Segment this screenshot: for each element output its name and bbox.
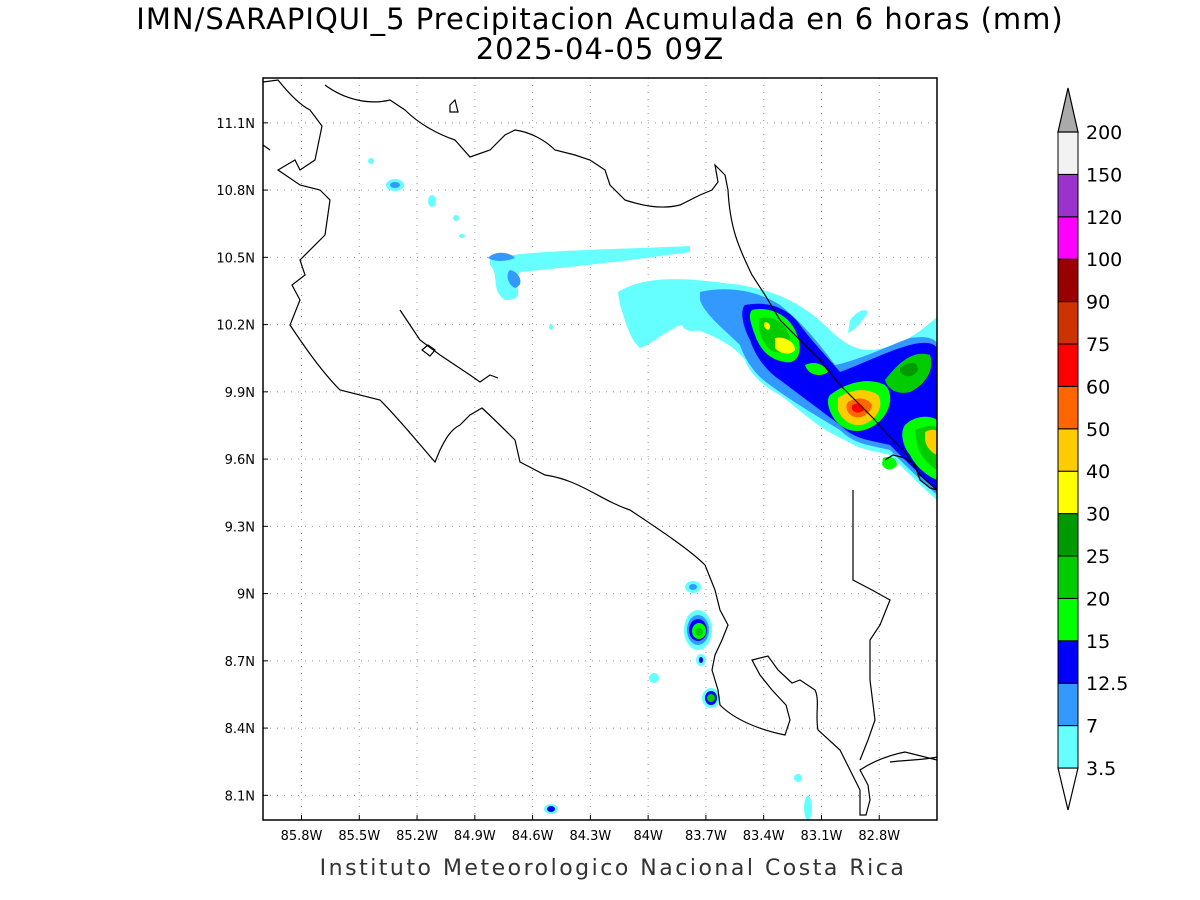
colorbar-swatch xyxy=(1057,597,1079,642)
colorbar-swatch xyxy=(1057,513,1079,557)
colorbar-label: 12.5 xyxy=(1086,673,1128,695)
x-tick-label: 84.9W xyxy=(454,829,496,844)
colorbar-swatch xyxy=(1057,216,1079,260)
colorbar-label: 3.5 xyxy=(1086,758,1116,780)
colorbar-label: 90 xyxy=(1086,292,1110,314)
y-tick-label: 9.6N xyxy=(225,453,255,468)
y-tick-label: 9N xyxy=(237,588,255,603)
colorbar-min-triangle xyxy=(1057,767,1079,811)
precipitation-shading xyxy=(368,158,937,820)
precip-osa-cells xyxy=(544,324,812,820)
y-tick-label: 10.8N xyxy=(216,184,255,199)
y-tick-label: 10.5N xyxy=(216,251,255,266)
y-tick-label: 8.4N xyxy=(225,722,255,737)
colorbar-max-triangle xyxy=(1057,87,1079,133)
colorbar-label: 40 xyxy=(1086,461,1110,483)
nicaragua-costa-rica-border xyxy=(263,79,937,816)
colorbar-label: 120 xyxy=(1086,207,1122,229)
x-axis-ticks: 85.8W 85.5W 85.2W 84.9W 84.6W 84.3W 84W 83.7W 83… xyxy=(281,815,900,844)
lake-nicaragua-shore xyxy=(449,98,459,113)
colorbar-label: 100 xyxy=(1086,249,1122,271)
colorbar-swatch xyxy=(1057,555,1079,599)
y-tick-label: 8.1N xyxy=(225,789,255,804)
y-tick-label: 10.2N xyxy=(216,319,255,334)
x-tick-label: 82.8W xyxy=(858,829,900,844)
x-tick-label: 83.4W xyxy=(743,829,785,844)
coastlines xyxy=(263,79,937,816)
y-tick-label: 9.3N xyxy=(225,520,255,535)
nicoya-gulf-inner xyxy=(421,344,436,357)
x-tick-label: 84W xyxy=(633,829,663,844)
colorbar-swatch xyxy=(1057,385,1079,430)
chart-title: IMN/SARAPIQUI_5 Precipitacion Acumulada … xyxy=(136,2,1064,36)
colorbar-label: 150 xyxy=(1086,164,1122,186)
colorbar-swatch xyxy=(1057,725,1079,769)
colorbar-label: 20 xyxy=(1086,588,1110,610)
chart-subtitle: 2025-04-05 09Z xyxy=(475,32,725,66)
precip-north-band xyxy=(368,158,690,300)
plot-area xyxy=(263,78,937,820)
colorbar-swatch xyxy=(1057,640,1079,684)
x-tick-label: 85.5W xyxy=(338,829,380,844)
colorbar-swatch xyxy=(1057,428,1079,472)
colorbar-label: 25 xyxy=(1086,546,1110,568)
colorbar-label: 7 xyxy=(1086,716,1098,738)
north-coast xyxy=(324,84,729,208)
colorbar-swatch xyxy=(1057,131,1079,175)
gridlines xyxy=(263,78,937,820)
colorbar-swatch xyxy=(1057,301,1079,345)
x-tick-label: 83.1W xyxy=(801,829,843,844)
panama-border xyxy=(852,490,891,761)
colorbar-label: 60 xyxy=(1086,376,1110,398)
colorbar-swatch xyxy=(1057,258,1079,303)
caribbean-coast xyxy=(399,309,499,383)
colorbar-swatch xyxy=(1057,173,1079,218)
colorbar: 3.5 7 12.5 15 20 25 30 40 50 60 75 90 100 120 150 200 xyxy=(1057,87,1128,811)
y-axis-ticks: 11.1N 10.8N 10.5N 10.2N 9.9N 9.6N 9.3N 9N 8.7N 8.… xyxy=(216,117,268,804)
x-tick-label: 84.3W xyxy=(569,829,611,844)
colorbar-label: 30 xyxy=(1086,504,1110,526)
x-tick-label: 84.6W xyxy=(512,829,554,844)
y-tick-label: 11.1N xyxy=(216,117,255,132)
footer-credit: Instituto Meteorologico Nacional Costa R… xyxy=(319,856,907,881)
y-tick-label: 8.7N xyxy=(225,655,255,670)
plot-frame xyxy=(262,77,938,821)
x-tick-label: 85.2W xyxy=(396,829,438,844)
caribbean-coastline xyxy=(727,189,937,491)
colorbar-label: 50 xyxy=(1086,419,1110,441)
precip-caribbean-band xyxy=(618,279,937,500)
x-tick-label: 83.7W xyxy=(685,829,727,844)
colorbar-label: 75 xyxy=(1086,334,1110,356)
colorbar-label: 15 xyxy=(1086,631,1110,653)
colorbar-label: 200 xyxy=(1086,122,1122,144)
nicaragua-lake xyxy=(263,144,271,151)
colorbar-swatch xyxy=(1057,343,1079,387)
chiriqui-coast xyxy=(889,756,937,763)
bocas-del-toro xyxy=(884,454,937,491)
colorbar-swatch xyxy=(1057,682,1079,727)
x-tick-label: 85.8W xyxy=(281,829,323,844)
y-tick-label: 9.9N xyxy=(225,386,255,401)
colorbar-swatch xyxy=(1057,470,1079,515)
